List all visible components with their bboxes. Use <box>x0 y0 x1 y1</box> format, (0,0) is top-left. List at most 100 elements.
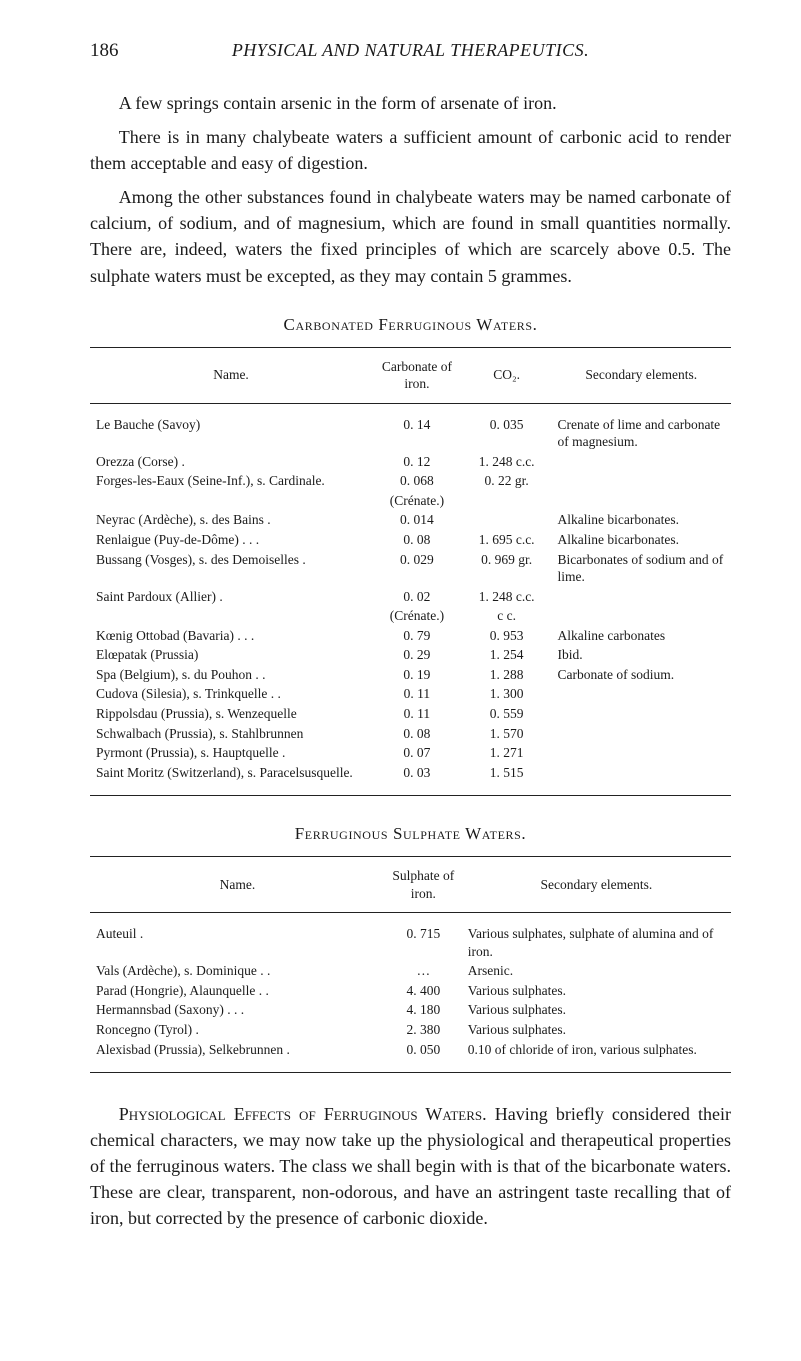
table-cell: 0. 22 gr. <box>462 471 552 491</box>
table-cell: Various sulphates, sulphate of alumina a… <box>462 913 731 962</box>
table-cell: … <box>385 961 462 981</box>
table-row: Neyrac (Ardèche), s. des Bains .0. 014Al… <box>90 510 731 530</box>
table-cell: Vals (Ardèche), s. Dominique . . <box>90 961 385 981</box>
table-row: Bussang (Vosges), s. des Demoiselles .0.… <box>90 550 731 587</box>
table1-title: Carbonated Ferruginous Waters. <box>90 315 731 335</box>
table-row: Auteuil .0. 715Various sulphates, sulpha… <box>90 913 731 962</box>
table-cell <box>552 452 732 472</box>
table-cell: 1. 695 c.c. <box>462 530 552 550</box>
table-cell: Saint Moritz (Switzerland), s. Paracelsu… <box>90 763 372 796</box>
table-cell: Crenate of lime and carbonate of magnesi… <box>552 403 732 452</box>
table-cell <box>90 491 372 511</box>
table-cell: Various sulphates. <box>462 1020 731 1040</box>
table-cell: Bicarbonates of sodium and of lime. <box>552 550 732 587</box>
table2-title: Ferruginous Sulphate Waters. <box>90 824 731 844</box>
table-row: Kœnig Ottobad (Bavaria) . . .0. 790. 953… <box>90 626 731 646</box>
table-cell: Bussang (Vosges), s. des Demoiselles . <box>90 550 372 587</box>
table-cell: Spa (Belgium), s. du Pouhon . . <box>90 665 372 685</box>
table-cell: Roncegno (Tyrol) . <box>90 1020 385 1040</box>
table-cell: Elœpatak (Prussia) <box>90 645 372 665</box>
table2: Name. Sulphate of iron. Secondary elemen… <box>90 856 731 1073</box>
table-cell: Schwalbach (Prussia), s. Stahlbrunnen <box>90 724 372 744</box>
table-cell <box>552 724 732 744</box>
running-head: 186 PHYSICAL AND NATURAL THERAPEUTICS. <box>90 40 731 62</box>
page: 186 PHYSICAL AND NATURAL THERAPEUTICS. A… <box>0 0 801 1361</box>
table-cell: Arsenic. <box>462 961 731 981</box>
table-cell: 0. 08 <box>372 724 462 744</box>
table1-wrap: Name. Carbonate of iron. CO₂. Secondary … <box>90 347 731 796</box>
table-cell: 4. 180 <box>385 1000 462 1020</box>
table-cell: 2. 380 <box>385 1020 462 1040</box>
table-cell <box>552 491 732 511</box>
table-cell: 1. 570 <box>462 724 552 744</box>
table-cell: 0. 035 <box>462 403 552 452</box>
table-cell <box>552 704 732 724</box>
table-cell: 0.10 of chloride of iron, various sulpha… <box>462 1040 731 1073</box>
table-cell: c c. <box>462 606 552 626</box>
table2-wrap: Name. Sulphate of iron. Secondary elemen… <box>90 856 731 1073</box>
table-cell: Alexisbad (Prussia), Selkebrunnen . <box>90 1040 385 1073</box>
table-cell <box>552 587 732 607</box>
table-cell: 0. 068 <box>372 471 462 491</box>
table-cell: 1. 300 <box>462 684 552 704</box>
closing-lead: Physiological Effects of Ferruginous Wat… <box>119 1104 487 1124</box>
table-cell: Orezza (Corse) . <box>90 452 372 472</box>
page-number: 186 <box>90 40 146 62</box>
table-cell <box>90 606 372 626</box>
table-cell: 0. 29 <box>372 645 462 665</box>
table-row: Hermannsbad (Saxony) . . .4. 180Various … <box>90 1000 731 1020</box>
table-cell: Rippolsdau (Prussia), s. Wenzequelle <box>90 704 372 724</box>
table-cell: 0. 03 <box>372 763 462 796</box>
table-row: Spa (Belgium), s. du Pouhon . .0. 191. 2… <box>90 665 731 685</box>
table-cell <box>462 491 552 511</box>
table1: Name. Carbonate of iron. CO₂. Secondary … <box>90 347 731 796</box>
table-cell: 0. 715 <box>385 913 462 962</box>
table2-h-secondary: Secondary elements. <box>462 857 731 913</box>
table-cell: 0. 953 <box>462 626 552 646</box>
table-cell: Le Bauche (Savoy) <box>90 403 372 452</box>
table-cell: Alkaline bicarbonates. <box>552 510 732 530</box>
table-cell: 1. 271 <box>462 743 552 763</box>
table2-h-sulphate: Sulphate of iron. <box>385 857 462 913</box>
table-cell: 0. 014 <box>372 510 462 530</box>
table-cell: 0. 79 <box>372 626 462 646</box>
table-cell <box>552 606 732 626</box>
table-cell: Parad (Hongrie), Alaunquelle . . <box>90 981 385 1001</box>
table-cell: 0. 08 <box>372 530 462 550</box>
table-cell: 0. 559 <box>462 704 552 724</box>
table-row: Roncegno (Tyrol) .2. 380Various sulphate… <box>90 1020 731 1040</box>
table-cell: Renlaigue (Puy-de-Dôme) . . . <box>90 530 372 550</box>
table-cell: Auteuil . <box>90 913 385 962</box>
paragraph-3: Among the other substances found in chal… <box>90 184 731 288</box>
table-cell: 1. 515 <box>462 763 552 796</box>
table1-h-carbonate: Carbonate of iron. <box>372 347 462 403</box>
table1-h-secondary: Secondary elements. <box>552 347 732 403</box>
table-cell: (Crénate.) <box>372 606 462 626</box>
table-cell: Various sulphates. <box>462 981 731 1001</box>
paragraph-2: There is in many chalybeate waters a suf… <box>90 124 731 176</box>
table-cell: Forges-les-Eaux (Seine-Inf.), s. Cardina… <box>90 471 372 491</box>
table-row: Cudova (Silesia), s. Trinkquelle . .0. 1… <box>90 684 731 704</box>
table-row: Schwalbach (Prussia), s. Stahlbrunnen0. … <box>90 724 731 744</box>
table-cell: 0. 02 <box>372 587 462 607</box>
table-cell: 1. 248 c.c. <box>462 452 552 472</box>
table-cell: 0. 07 <box>372 743 462 763</box>
table-cell: Pyrmont (Prussia), s. Hauptquelle . <box>90 743 372 763</box>
table-cell: Carbonate of sodium. <box>552 665 732 685</box>
table-row: Saint Moritz (Switzerland), s. Paracelsu… <box>90 763 731 796</box>
table-cell: 0. 19 <box>372 665 462 685</box>
closing-paragraph: Physiological Effects of Ferruginous Wat… <box>90 1101 731 1231</box>
table-cell: Hermannsbad (Saxony) . . . <box>90 1000 385 1020</box>
table-cell: Saint Pardoux (Allier) . <box>90 587 372 607</box>
table-cell <box>552 684 732 704</box>
table-cell: 1. 254 <box>462 645 552 665</box>
table2-header-row: Name. Sulphate of iron. Secondary elemen… <box>90 857 731 913</box>
table-row: Vals (Ardèche), s. Dominique . .…Arsenic… <box>90 961 731 981</box>
table-cell: 0. 050 <box>385 1040 462 1073</box>
table-cell <box>552 763 732 796</box>
table-cell: 0. 12 <box>372 452 462 472</box>
table-cell: 0. 029 <box>372 550 462 587</box>
table-row: (Crénate.) <box>90 491 731 511</box>
paragraph-1: A few springs contain arsenic in the for… <box>90 90 731 116</box>
table-cell: 0. 11 <box>372 704 462 724</box>
